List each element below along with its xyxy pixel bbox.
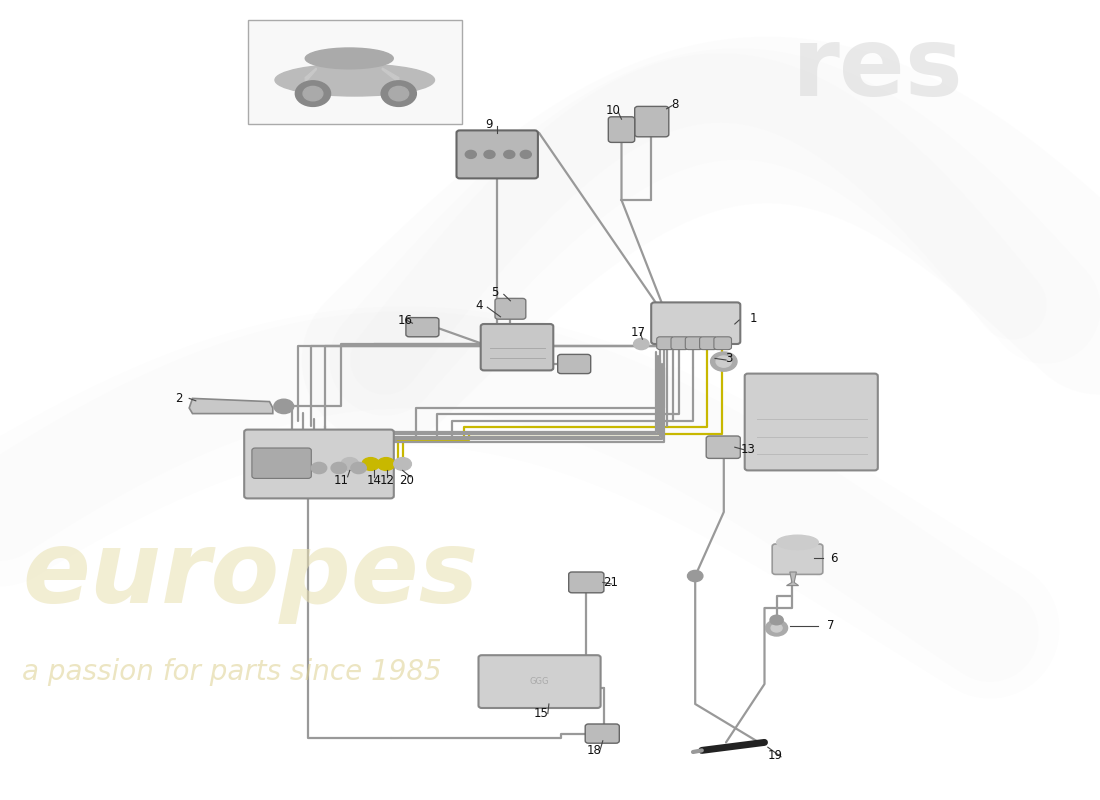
Polygon shape <box>306 68 317 82</box>
Text: 14: 14 <box>366 474 382 486</box>
Text: 1: 1 <box>750 312 757 325</box>
FancyBboxPatch shape <box>700 337 717 350</box>
FancyBboxPatch shape <box>651 302 740 344</box>
Circle shape <box>504 150 515 158</box>
Circle shape <box>295 81 331 106</box>
Text: 16: 16 <box>397 314 412 326</box>
Text: a passion for parts since 1985: a passion for parts since 1985 <box>22 658 441 686</box>
FancyBboxPatch shape <box>608 117 635 142</box>
Text: 18: 18 <box>586 744 602 757</box>
Ellipse shape <box>275 64 434 96</box>
FancyBboxPatch shape <box>635 106 669 137</box>
Text: 5: 5 <box>492 286 498 299</box>
Circle shape <box>362 458 380 470</box>
Circle shape <box>381 81 416 106</box>
Ellipse shape <box>306 48 394 69</box>
Text: GGG: GGG <box>529 677 549 686</box>
Text: 9: 9 <box>486 118 493 130</box>
FancyBboxPatch shape <box>714 337 732 350</box>
Circle shape <box>484 150 495 158</box>
FancyBboxPatch shape <box>252 448 311 478</box>
Text: 19: 19 <box>768 749 783 762</box>
FancyBboxPatch shape <box>671 337 689 350</box>
FancyBboxPatch shape <box>478 655 601 708</box>
Circle shape <box>311 462 327 474</box>
Circle shape <box>771 624 782 632</box>
Circle shape <box>351 462 366 474</box>
FancyBboxPatch shape <box>685 337 703 350</box>
Circle shape <box>304 86 323 101</box>
Text: 13: 13 <box>740 443 756 456</box>
Circle shape <box>389 86 409 101</box>
FancyBboxPatch shape <box>745 374 878 470</box>
Circle shape <box>331 462 346 474</box>
Polygon shape <box>189 398 273 414</box>
FancyBboxPatch shape <box>657 337 674 350</box>
Text: 7: 7 <box>827 619 834 632</box>
Circle shape <box>377 458 395 470</box>
Bar <box>248 20 462 124</box>
Circle shape <box>770 615 783 625</box>
Text: 8: 8 <box>672 98 679 110</box>
Text: 21: 21 <box>603 576 618 589</box>
Circle shape <box>766 620 788 636</box>
Text: 6: 6 <box>830 552 837 565</box>
Text: europes: europes <box>22 527 478 625</box>
Text: 2: 2 <box>176 392 183 405</box>
FancyBboxPatch shape <box>706 436 740 458</box>
FancyBboxPatch shape <box>406 318 439 337</box>
Circle shape <box>520 150 531 158</box>
FancyBboxPatch shape <box>244 430 394 498</box>
Text: 15: 15 <box>534 707 549 720</box>
Text: 4: 4 <box>476 299 483 312</box>
Text: res: res <box>792 23 964 116</box>
Circle shape <box>465 150 476 158</box>
Circle shape <box>711 352 737 371</box>
Text: 20: 20 <box>399 474 415 486</box>
FancyBboxPatch shape <box>569 572 604 593</box>
Text: 10: 10 <box>605 104 620 117</box>
FancyBboxPatch shape <box>585 724 619 743</box>
Text: 3: 3 <box>726 352 733 365</box>
FancyBboxPatch shape <box>495 298 526 319</box>
Circle shape <box>274 399 294 414</box>
Text: 17: 17 <box>630 326 646 339</box>
FancyBboxPatch shape <box>558 354 591 374</box>
FancyBboxPatch shape <box>481 324 553 370</box>
Ellipse shape <box>777 535 818 550</box>
FancyBboxPatch shape <box>772 544 823 574</box>
FancyBboxPatch shape <box>456 130 538 178</box>
Circle shape <box>394 458 411 470</box>
Text: 12: 12 <box>379 474 395 486</box>
Text: 11: 11 <box>333 474 349 486</box>
Polygon shape <box>383 68 398 82</box>
Circle shape <box>634 338 649 350</box>
Circle shape <box>716 356 732 367</box>
FancyBboxPatch shape <box>530 686 568 706</box>
Circle shape <box>341 458 359 470</box>
Polygon shape <box>786 572 799 586</box>
Circle shape <box>688 570 703 582</box>
